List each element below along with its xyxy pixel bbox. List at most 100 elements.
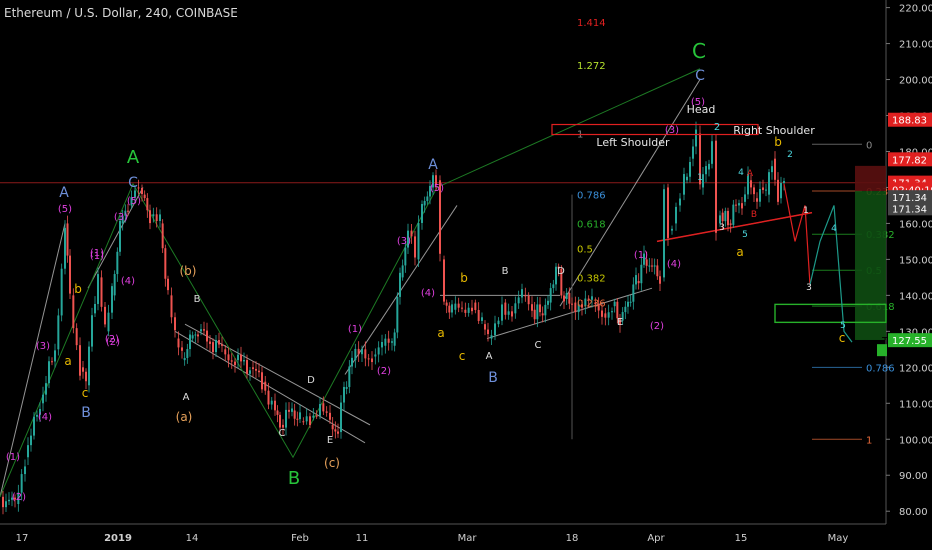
candle-body — [439, 180, 441, 254]
wave-label: (3) — [397, 236, 411, 247]
candle-body — [671, 228, 673, 231]
candle-body — [354, 348, 357, 361]
candle-body — [325, 411, 328, 413]
candle-body — [601, 310, 603, 317]
wave-label: A — [486, 351, 493, 362]
candle-body — [234, 361, 236, 366]
wave-label: (2) — [106, 337, 120, 348]
candle-body — [39, 408, 41, 415]
candle-body — [613, 301, 616, 307]
wave-label: A — [127, 147, 140, 168]
candle-body — [401, 265, 404, 278]
wave-label: (3) — [36, 341, 50, 352]
candle-body — [574, 302, 577, 313]
wave-label: (4) — [421, 288, 435, 299]
candle-body — [288, 409, 290, 412]
wave-label: (2) — [377, 366, 391, 377]
wave-label: (5) — [430, 183, 444, 194]
candle-body — [619, 318, 621, 325]
candle-body — [274, 400, 276, 411]
candle-body — [85, 371, 87, 382]
fib-level-label: 0.236 — [577, 299, 606, 310]
wave-label: (5) — [691, 97, 705, 108]
candle-body — [426, 196, 429, 201]
candle-body — [621, 312, 624, 321]
wave-label: D — [557, 266, 565, 277]
candle-body — [159, 214, 161, 222]
candle-body — [186, 349, 189, 358]
wave-label: (5) — [58, 204, 72, 215]
candle-body — [771, 166, 773, 173]
candle-body — [8, 499, 10, 502]
wave-label: C — [692, 39, 706, 63]
candle-body — [104, 306, 106, 325]
candle-body — [36, 414, 38, 417]
wave-label: 3 — [719, 223, 725, 233]
candle-body — [121, 215, 124, 224]
price-tag-bg — [888, 112, 932, 127]
candle-body — [708, 163, 710, 170]
candle-body — [732, 204, 735, 225]
wave-label: (1) — [634, 250, 648, 261]
candle-body — [66, 223, 69, 256]
candle-body — [715, 140, 717, 233]
candle-body — [329, 412, 331, 420]
candle-body — [581, 304, 583, 308]
candle-body — [597, 304, 600, 311]
candle-body — [448, 305, 451, 313]
candle-body — [367, 358, 370, 360]
wave-label: E — [617, 317, 623, 328]
candle-body — [302, 421, 305, 423]
candle-body — [679, 198, 681, 206]
candle-body — [361, 348, 363, 355]
candle-body — [494, 323, 496, 336]
candle-body — [161, 223, 164, 249]
wave-label: 2 — [787, 150, 793, 160]
fib-level-label: 0.382 — [577, 273, 606, 284]
wave-label: C — [128, 175, 138, 191]
candle-body — [407, 230, 409, 248]
candle-body — [497, 320, 500, 325]
candle-body — [667, 187, 669, 238]
candle-body — [97, 274, 99, 304]
wave-label: A — [747, 169, 754, 179]
candle-body — [203, 329, 205, 331]
wave-label: 4 — [831, 224, 837, 234]
wave-label: B — [751, 210, 757, 220]
candle-body — [315, 415, 318, 417]
candle-body — [591, 296, 593, 300]
neckline — [656, 211, 813, 243]
candle-body — [221, 344, 223, 346]
candle-body — [134, 190, 136, 198]
candle-body — [200, 329, 202, 332]
candle-body — [753, 187, 755, 195]
candle-body — [541, 313, 544, 316]
candle-body — [514, 303, 517, 314]
candle-body — [249, 370, 251, 374]
candle-body — [209, 341, 211, 344]
candle-body — [604, 313, 607, 318]
candle-body — [127, 210, 129, 212]
time-tick-label: 18 — [566, 533, 579, 544]
candle-body — [45, 383, 47, 395]
wave-label: 5 — [840, 321, 846, 331]
wave-label: (2) — [105, 334, 119, 345]
candle-body — [663, 189, 665, 278]
price-tag-bg — [888, 201, 932, 216]
candle-body — [645, 259, 648, 266]
wave-label: T — [881, 336, 889, 347]
time-tick-label: Apr — [647, 533, 665, 544]
price-tick-label: 220.00 — [899, 4, 932, 15]
candle-body — [312, 415, 315, 418]
candle-body — [149, 210, 151, 224]
candle-body — [371, 358, 373, 363]
candle-body — [640, 264, 643, 284]
price-tick-label: 80.00 — [899, 507, 928, 518]
wave-label: C — [535, 340, 542, 351]
wave-label: c — [459, 349, 466, 363]
candle-body — [224, 349, 227, 355]
candle-body — [146, 198, 149, 211]
candle-body — [675, 206, 677, 224]
candle-body — [82, 367, 84, 372]
candle-body — [653, 265, 656, 267]
